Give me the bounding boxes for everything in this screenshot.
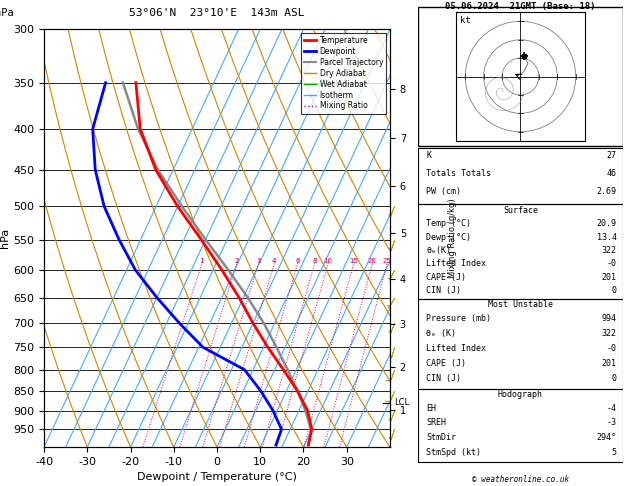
Text: -3: -3 (606, 418, 616, 428)
Text: 6: 6 (295, 258, 300, 264)
Text: Temp (°C): Temp (°C) (426, 219, 472, 228)
Text: kt: kt (460, 16, 470, 25)
Text: K: K (426, 151, 431, 160)
Text: PW (cm): PW (cm) (426, 187, 462, 196)
Text: CIN (J): CIN (J) (426, 374, 462, 383)
Text: 20.9: 20.9 (596, 219, 616, 228)
Text: CAPE (J): CAPE (J) (426, 359, 467, 368)
Bar (418, 299, 623, 389)
Text: StmSpd (kt): StmSpd (kt) (426, 448, 481, 457)
Text: 2: 2 (235, 258, 239, 264)
Text: Surface: Surface (503, 206, 538, 215)
Text: Pressure (mb): Pressure (mb) (426, 314, 491, 323)
Text: 3: 3 (256, 258, 260, 264)
Text: CIN (J): CIN (J) (426, 286, 462, 295)
Text: 25: 25 (382, 258, 391, 264)
Text: © weatheronline.co.uk: © weatheronline.co.uk (472, 474, 569, 484)
Text: 322: 322 (601, 329, 616, 338)
X-axis label: Dewpoint / Temperature (°C): Dewpoint / Temperature (°C) (137, 472, 297, 483)
Bar (418, 204, 623, 299)
Text: EH: EH (426, 404, 437, 413)
Text: 20: 20 (368, 258, 377, 264)
Text: 2.69: 2.69 (596, 187, 616, 196)
Text: 5: 5 (611, 448, 616, 457)
Text: 294°: 294° (596, 433, 616, 442)
Text: -0: -0 (606, 260, 616, 268)
Text: Totals Totals: Totals Totals (426, 169, 491, 178)
Text: km
ASL: km ASL (424, 7, 440, 26)
Text: SREH: SREH (426, 418, 447, 428)
Text: 201: 201 (601, 273, 616, 282)
Text: 13.4: 13.4 (596, 233, 616, 242)
Y-axis label: hPa: hPa (1, 228, 11, 248)
Text: 15: 15 (349, 258, 358, 264)
Text: θₑ(K): θₑ(K) (426, 246, 452, 255)
Text: LCL: LCL (394, 398, 409, 407)
Text: CAPE (J): CAPE (J) (426, 273, 467, 282)
Text: 4: 4 (272, 258, 277, 264)
Text: Dewp (°C): Dewp (°C) (426, 233, 472, 242)
Text: Most Unstable: Most Unstable (488, 300, 553, 310)
Text: -0: -0 (606, 344, 616, 353)
Text: 322: 322 (601, 246, 616, 255)
Text: Lifted Index: Lifted Index (426, 344, 486, 353)
Text: 0: 0 (611, 286, 616, 295)
Text: 27: 27 (606, 151, 616, 160)
Text: 46: 46 (606, 169, 616, 178)
Text: Hodograph: Hodograph (498, 390, 543, 399)
Text: θₑ (K): θₑ (K) (426, 329, 457, 338)
Text: 10: 10 (324, 258, 333, 264)
Text: hPa: hPa (0, 8, 14, 18)
Y-axis label: Mixing Ratio (g/kg): Mixing Ratio (g/kg) (448, 198, 457, 278)
Text: Lifted Index: Lifted Index (426, 260, 486, 268)
Text: StmDir: StmDir (426, 433, 457, 442)
Text: 8: 8 (313, 258, 317, 264)
Text: -4: -4 (606, 404, 616, 413)
Bar (418, 148, 623, 204)
Text: 201: 201 (601, 359, 616, 368)
Legend: Temperature, Dewpoint, Parcel Trajectory, Dry Adiabat, Wet Adiabat, Isotherm, Mi: Temperature, Dewpoint, Parcel Trajectory… (301, 33, 386, 114)
Text: 994: 994 (601, 314, 616, 323)
Text: 1: 1 (199, 258, 204, 264)
Text: 53°06'N  23°10'E  143m ASL: 53°06'N 23°10'E 143m ASL (129, 8, 305, 18)
Text: 0: 0 (611, 374, 616, 383)
Bar (418, 7, 623, 146)
Text: 05.06.2024  21GMT (Base: 18): 05.06.2024 21GMT (Base: 18) (445, 2, 596, 12)
Bar (418, 389, 623, 462)
